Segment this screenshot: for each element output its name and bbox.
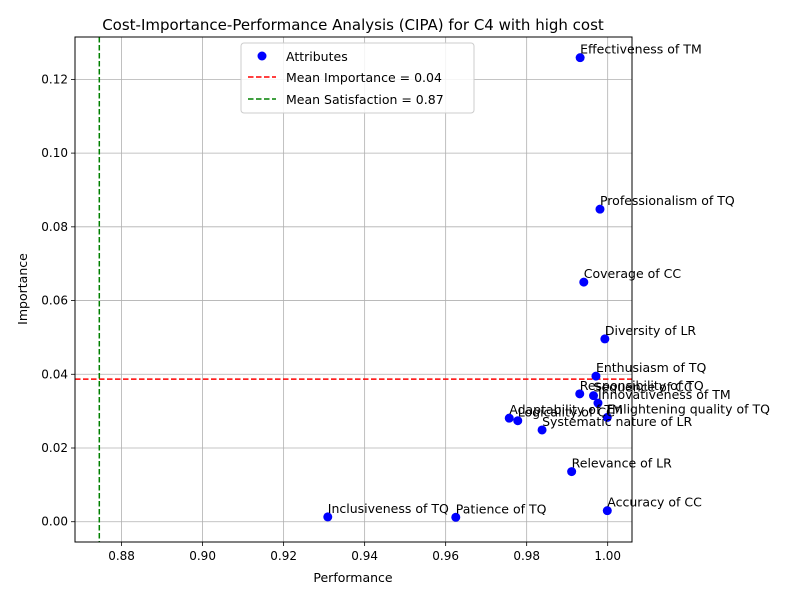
point-label: Responsibility of TQ (580, 378, 704, 393)
data-point (602, 412, 612, 422)
point-label: Enlightening quality of TQ (607, 401, 770, 416)
data-point (451, 512, 461, 522)
data-point (589, 391, 599, 401)
point-label: Relevance of LR (572, 456, 672, 471)
data-point (600, 334, 610, 344)
legend-label-attributes: Attributes (286, 49, 348, 64)
plot-frame (74, 36, 633, 543)
data-point (595, 204, 605, 214)
point-label: Adaptability of TM (509, 402, 623, 417)
data-point (513, 416, 523, 426)
y-tick-label: 0.10 (41, 146, 68, 160)
data-point (575, 53, 585, 63)
y-tick-label: 0.02 (41, 441, 68, 455)
point-label: Accuracy of CC (607, 495, 702, 510)
y-tick-label: 0.12 (41, 72, 68, 86)
data-point (593, 398, 603, 408)
y-axis-ticks: 0.00 0.02 0.04 0.06 0.08 0.10 0.12 (41, 72, 75, 529)
legend-marker-attributes (257, 51, 267, 61)
x-tick-label: 0.92 (270, 549, 297, 563)
x-tick-label: 1.00 (594, 549, 621, 563)
point-label: Innovativeness of TM (598, 387, 731, 402)
point-label: Inclusiveness of TQ (328, 501, 449, 516)
data-point (504, 413, 514, 423)
data-points (323, 53, 612, 522)
point-label: Patience of TQ (456, 501, 547, 516)
x-tick-label: 0.94 (351, 549, 378, 563)
data-point (537, 425, 547, 435)
point-annotations: Effectiveness of TM Professionalism of TQ… (328, 42, 770, 517)
point-label: Sequence of CC (594, 380, 693, 395)
legend-label-mean-importance: Mean Importance = 0.04 (286, 70, 442, 85)
data-point (567, 467, 577, 477)
data-point (323, 512, 333, 522)
x-tick-label: 0.98 (513, 549, 540, 563)
x-tick-label: 0.88 (108, 549, 135, 563)
data-point (579, 277, 589, 287)
x-axis-label: Performance (313, 570, 393, 585)
y-tick-label: 0.00 (41, 515, 68, 529)
y-tick-label: 0.08 (41, 220, 68, 234)
point-label: Systematic nature of LR (542, 414, 692, 429)
x-tick-label: 0.90 (189, 549, 216, 563)
point-label: Diversity of LR (605, 323, 697, 338)
point-label: Enthusiasm of TQ (596, 360, 707, 375)
point-label: Logicality of CC (518, 405, 615, 420)
point-label: Professionalism of TQ (600, 193, 735, 208)
point-label: Coverage of CC (584, 266, 682, 281)
chart-title: Cost-Importance-Performance Analysis (CI… (102, 16, 604, 34)
y-tick-label: 0.04 (41, 367, 68, 381)
data-point (591, 371, 601, 381)
reference-lines (75, 37, 632, 542)
y-axis-label: Importance (15, 253, 30, 325)
point-label: Effectiveness of TM (580, 42, 702, 57)
legend: Attributes Mean Importance = 0.04 Mean S… (240, 42, 475, 114)
legend-label-mean-satisfaction: Mean Satisfaction = 0.87 (286, 92, 444, 107)
data-point (575, 389, 585, 399)
y-tick-label: 0.06 (41, 294, 68, 308)
x-axis-ticks: 0.88 0.90 0.92 0.94 0.96 0.98 1.00 (108, 542, 621, 563)
x-tick-label: 0.96 (432, 549, 459, 563)
data-point (602, 506, 612, 516)
legend-box (240, 42, 475, 114)
